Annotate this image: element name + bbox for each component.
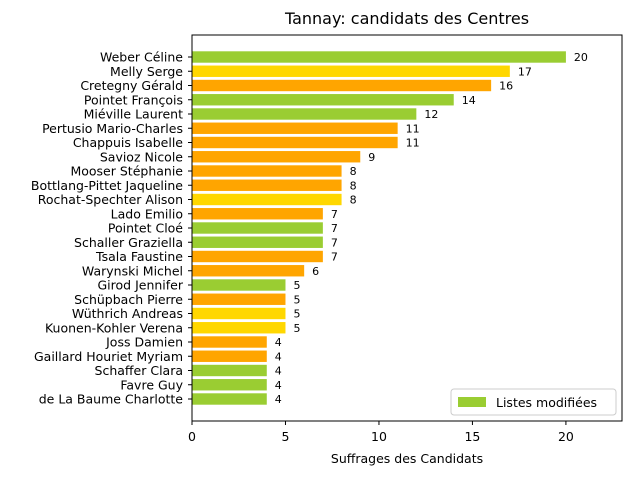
value-label: 5 <box>293 293 300 306</box>
bar <box>192 222 323 234</box>
bar <box>192 165 342 177</box>
category-label: Wüthrich Andreas <box>72 306 183 321</box>
value-label: 6 <box>312 265 319 278</box>
category-label: Miéville Laurent <box>84 107 183 122</box>
bar <box>192 236 323 248</box>
legend: Listes modifiées <box>450 388 617 416</box>
category-label: Girod Jennifer <box>97 278 183 293</box>
x-tick-label: 15 <box>464 429 480 444</box>
bar <box>192 393 267 405</box>
value-label: 14 <box>462 94 476 107</box>
chart-title: Tannay: candidats des Centres <box>284 9 529 28</box>
x-tick-label: 10 <box>371 429 387 444</box>
bar <box>192 336 267 348</box>
value-label: 8 <box>350 179 357 192</box>
category-label: Gaillard Houriet Myriam <box>34 349 183 364</box>
category-label: Schüpbach Pierre <box>74 292 183 307</box>
plot-frame <box>191 34 623 422</box>
value-label: 12 <box>424 108 438 121</box>
value-label: 5 <box>293 308 300 321</box>
bar <box>192 108 417 120</box>
value-label: 8 <box>350 165 357 178</box>
bar <box>192 208 323 220</box>
category-label: Favre Guy <box>120 377 183 392</box>
category-label: Pertusio Mario-Charles <box>42 121 183 136</box>
category-label: Schaller Graziella <box>74 235 183 250</box>
x-tick-label: 20 <box>558 429 574 444</box>
bar <box>192 179 342 191</box>
legend-label: Listes modifiées <box>496 395 597 410</box>
bar <box>192 350 267 362</box>
bar <box>192 94 454 106</box>
category-label: Bottlang-Pittet Jaqueline <box>31 178 183 193</box>
category-label: de La Baume Charlotte <box>39 392 184 407</box>
bar <box>192 193 342 206</box>
category-label: Pointet Cloé <box>108 221 183 236</box>
value-label: 4 <box>275 350 282 363</box>
value-label: 4 <box>275 365 282 378</box>
value-label: 8 <box>350 194 357 207</box>
value-label: 4 <box>275 379 282 392</box>
category-label: Melly Serge <box>110 64 183 79</box>
category-label: Joss Damien <box>105 335 183 350</box>
category-label: Pointet François <box>84 92 183 107</box>
bar <box>192 65 510 77</box>
x-axis-label: Suffrages des Candidats <box>331 451 483 466</box>
x-tick-label: 0 <box>188 429 196 444</box>
value-label: 4 <box>275 336 282 349</box>
value-label: 7 <box>331 222 338 235</box>
legend-box <box>450 388 617 416</box>
value-label: 7 <box>331 208 338 221</box>
bar <box>192 364 267 377</box>
value-label: 9 <box>368 151 375 164</box>
value-label: 17 <box>518 65 532 78</box>
category-label: Warynski Michel <box>82 263 183 278</box>
category-label: Lado Emilio <box>111 206 183 221</box>
category-label: Kuonen-Kohler Verena <box>45 320 183 335</box>
bar <box>192 322 286 334</box>
bar <box>192 122 398 134</box>
category-label: Rochat-Spechter Alison <box>38 192 183 207</box>
category-label: Chappuis Isabelle <box>73 135 183 150</box>
value-label: 5 <box>293 279 300 292</box>
x-tick-label: 5 <box>282 429 290 444</box>
category-label: Savioz Nicole <box>100 149 183 164</box>
value-label: 7 <box>331 251 338 264</box>
category-label: Schaffer Clara <box>95 363 183 378</box>
value-label: 5 <box>293 322 300 335</box>
value-label: 20 <box>574 51 588 64</box>
value-label: 4 <box>275 393 282 406</box>
bar <box>192 51 566 63</box>
legend-swatch <box>458 397 486 407</box>
bars-layer <box>192 51 566 405</box>
category-label: Cretegny Gérald <box>80 78 183 93</box>
bar <box>192 79 492 92</box>
category-label: Tsala Faustine <box>95 249 183 264</box>
value-label: 7 <box>331 236 338 249</box>
value-label: 11 <box>406 137 420 150</box>
value-label: 11 <box>406 122 420 135</box>
category-label: Weber Céline <box>100 50 183 65</box>
value-label: 16 <box>499 80 513 93</box>
category-label: Mooser Stéphanie <box>70 164 183 179</box>
bar <box>192 379 267 391</box>
bar <box>192 265 305 277</box>
bar <box>192 307 286 320</box>
bar <box>192 136 398 149</box>
bar <box>192 151 361 163</box>
bar <box>192 279 286 291</box>
bar <box>192 250 323 263</box>
x-axis-ticks: 0 5 10 15 20 <box>188 421 574 444</box>
bar <box>192 293 286 305</box>
